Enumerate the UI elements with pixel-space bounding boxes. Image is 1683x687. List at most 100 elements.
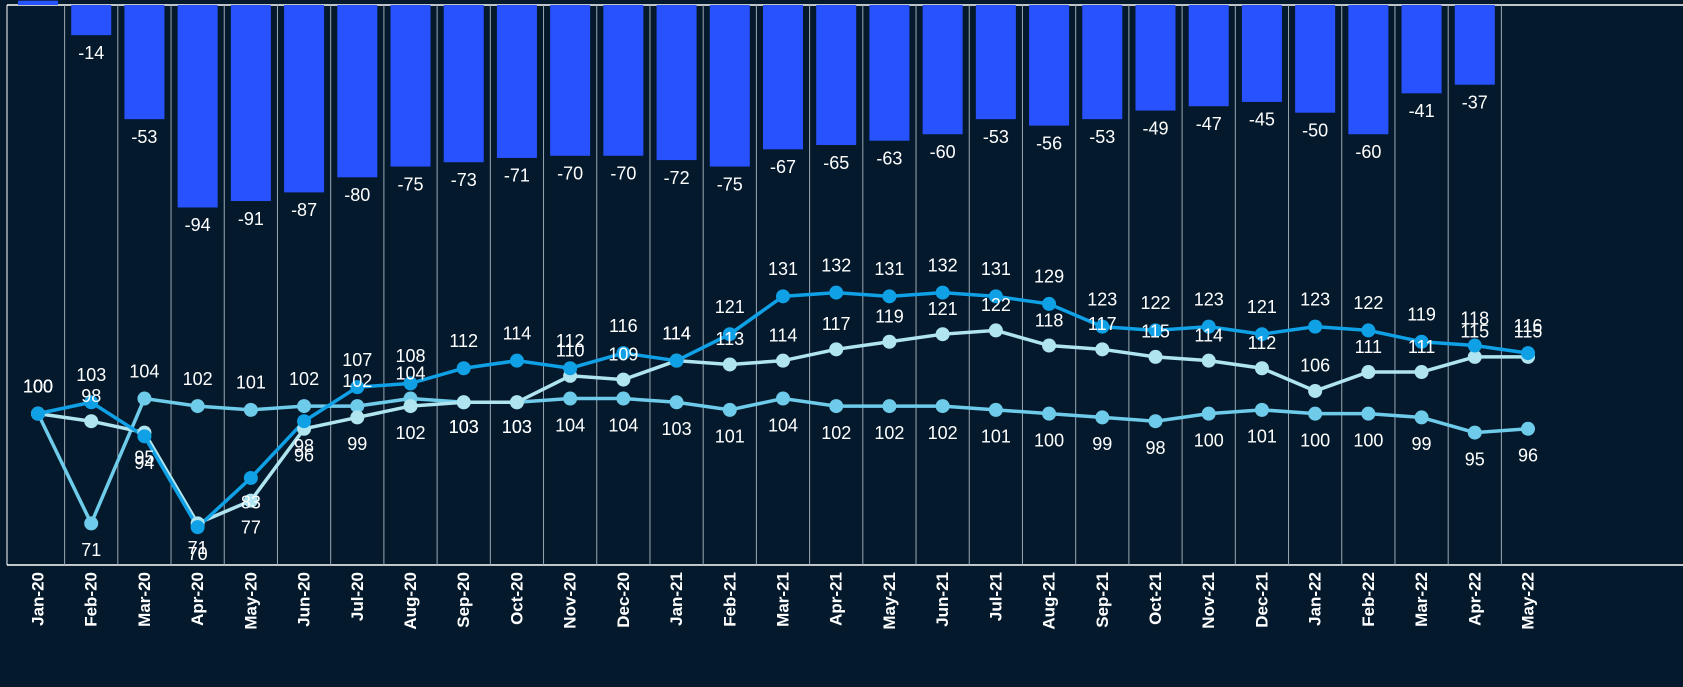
bar [603,5,644,156]
point-label: 99 [1092,434,1112,454]
point-label: 118 [1460,308,1489,328]
bar-label: -71 [504,166,530,186]
point [1148,414,1163,429]
point [1201,353,1216,368]
point [1467,338,1482,353]
point [403,376,418,391]
point-label: 110 [556,341,585,361]
bar-label: -53 [1089,127,1115,147]
point [509,353,524,368]
point [84,395,99,410]
point-label: 131 [768,259,798,279]
point-label: 114 [1194,325,1223,345]
point-label: 100 [1034,430,1064,450]
point-label: 117 [1088,314,1117,334]
x-tick-label: Dec-21 [1252,572,1271,628]
point-label: 100 [1194,430,1224,450]
point [243,470,258,485]
point [935,399,950,414]
point-label: 95 [134,447,154,467]
bar [709,5,750,167]
point [1254,402,1269,417]
bar-label: -41 [1409,101,1435,121]
point-label: 114 [503,323,532,343]
bar [975,5,1016,120]
point [243,402,258,417]
point-label: 99 [1412,434,1432,454]
bar-label: -87 [291,200,317,220]
point [1414,334,1429,349]
x-tick-label: Jan-20 [28,572,47,626]
point-label: 77 [241,517,261,537]
point-label: 121 [1247,297,1277,317]
bar [71,5,112,36]
point-label: 100 [23,376,53,396]
bar [337,5,378,178]
labels: Jan-20 Feb-20 Mar-20 Apr-20 May-20 Jun-20 Jul-… [23,43,1542,630]
point [616,391,631,406]
point-label: 109 [608,344,638,364]
point-label: 129 [1034,267,1064,287]
point-label: 102 [342,371,372,391]
bar-label: -72 [664,168,690,188]
point-label: 111 [1408,337,1435,357]
point [669,353,684,368]
x-tick-label: Jul-20 [348,572,367,621]
point-label: 114 [662,323,691,343]
x-tick-label: Feb-22 [1359,572,1378,627]
bar-label: -63 [876,148,902,168]
point [297,399,312,414]
point [988,323,1003,338]
point-label: 101 [981,427,1011,447]
bar-label: -37 [1462,92,1488,112]
point [829,285,844,300]
bar [816,5,857,145]
x-tick-label: Mar-22 [1412,572,1431,627]
point [935,285,950,300]
point-label: 101 [715,427,745,447]
point-label: 121 [928,299,958,319]
point [1308,406,1323,421]
point-label: 102 [821,423,851,443]
point-label: 117 [822,314,851,334]
point-label: 119 [1407,305,1436,325]
point-label: 71 [188,538,208,558]
x-tick-label: Mar-20 [135,572,154,627]
point-label: 132 [821,255,851,275]
point [1414,410,1429,425]
point [776,391,790,406]
bar-label: -45 [1249,110,1275,130]
bar [1348,5,1389,135]
point-label: 131 [981,259,1011,279]
x-tick-label: Nov-21 [1199,572,1218,629]
point-label: 122 [981,295,1011,315]
bar [390,5,431,167]
point [882,334,897,349]
point [456,361,471,376]
bar-label: -94 [185,215,211,235]
point-label: 70 [188,544,208,564]
point-label: 114 [769,325,798,345]
point-label: 96 [294,446,314,466]
point-label: 83 [241,493,261,513]
x-tick-label: Aug-21 [1040,572,1059,630]
bar [18,0,58,6]
bar [869,5,910,141]
point [1042,338,1057,353]
point [190,399,205,414]
point-label: 100 [23,376,53,396]
x-tick-label: Jun-21 [933,572,952,627]
point [1361,406,1376,421]
point-label: 113 [715,329,744,349]
point-label: 102 [874,423,904,443]
point-label: 118 [1035,310,1064,330]
point-label: 123 [1194,289,1224,309]
bar-label: -60 [930,142,956,162]
bar [1295,5,1336,113]
point-label: 101 [1247,427,1277,447]
point [243,493,258,508]
point [882,399,897,414]
bar [1082,5,1123,120]
point-label: 99 [347,434,367,454]
